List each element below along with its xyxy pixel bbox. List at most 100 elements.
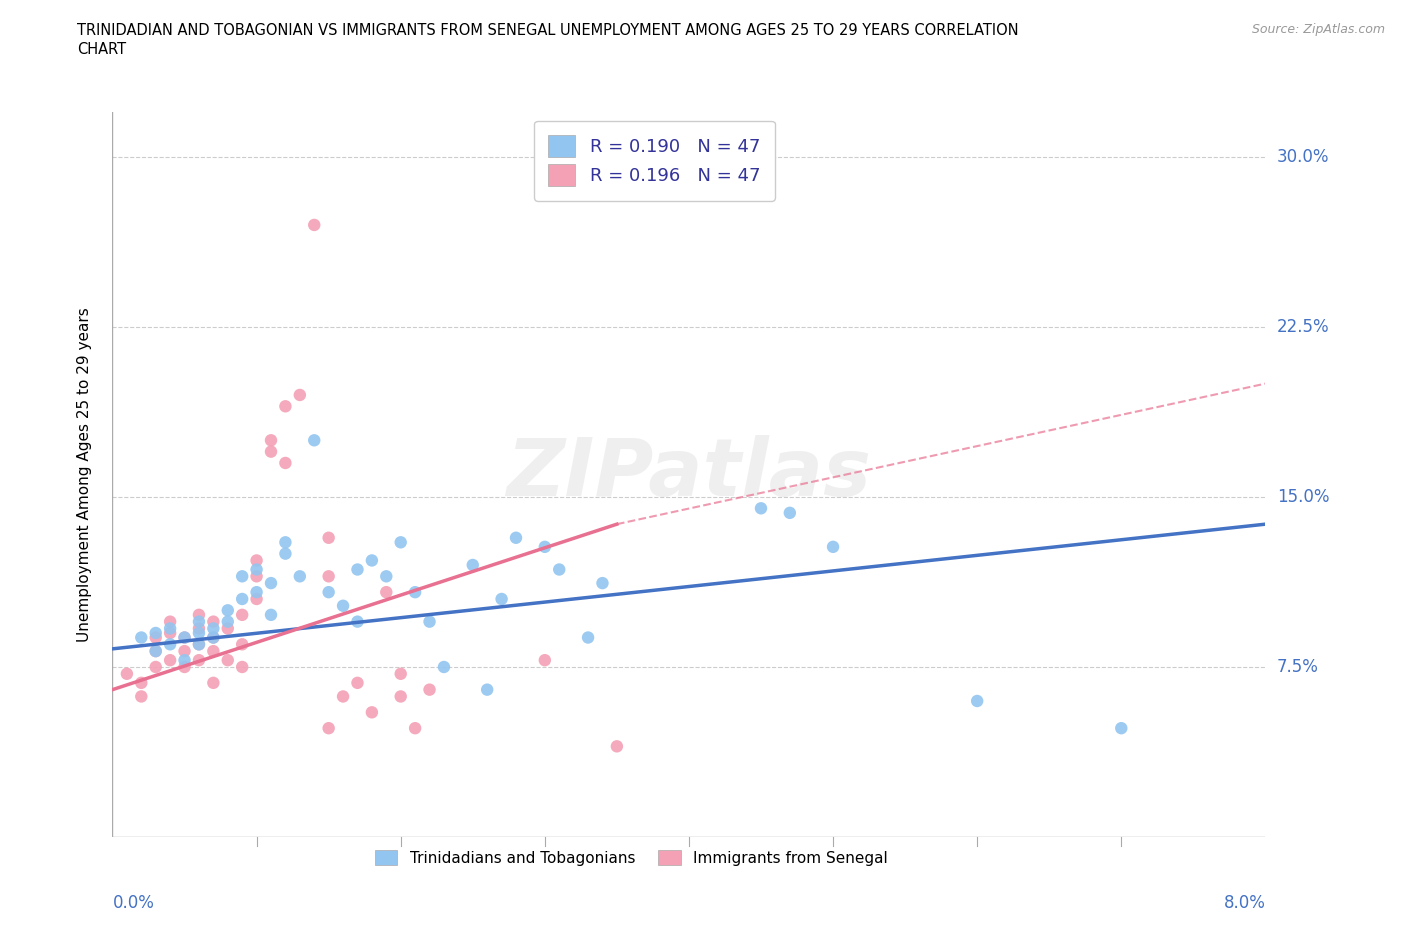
Point [461,558,484,573]
Text: Source: ZipAtlas.com: Source: ZipAtlas.com [1251,23,1385,36]
Point [188,626,211,641]
Point [246,553,269,568]
Point [260,607,283,622]
Point [274,546,297,561]
Point [592,576,614,591]
Point [188,637,211,652]
Point [231,569,253,584]
Point [202,644,225,658]
Point [202,675,225,690]
Point [346,562,368,577]
Point [231,659,253,674]
Point [304,432,326,447]
Text: 8.0%: 8.0% [1223,894,1265,911]
Point [145,626,167,641]
Point [217,603,239,618]
Point [966,694,988,709]
Point [188,607,211,622]
Point [202,631,225,645]
Point [246,569,269,584]
Point [821,539,844,554]
Point [389,666,412,681]
Point [231,591,253,606]
Point [188,614,211,629]
Point [375,585,398,600]
Point [274,456,297,471]
Point [202,631,225,645]
Point [159,621,181,636]
Point [318,530,340,545]
Point [145,644,167,658]
Point [145,659,167,674]
Point [288,569,311,584]
Point [346,675,368,690]
Point [173,644,195,658]
Point [173,653,195,668]
Point [576,631,599,645]
Point [173,631,195,645]
Point [332,598,354,613]
Y-axis label: Unemployment Among Ages 25 to 29 years: Unemployment Among Ages 25 to 29 years [77,307,91,642]
Text: TRINIDADIAN AND TOBAGONIAN VS IMMIGRANTS FROM SENEGAL UNEMPLOYMENT AMONG AGES 25: TRINIDADIAN AND TOBAGONIAN VS IMMIGRANTS… [77,23,1019,38]
Point [217,653,239,668]
Point [246,591,269,606]
Point [188,653,211,668]
Point [159,637,181,652]
Point [260,432,283,447]
Text: 22.5%: 22.5% [1277,318,1330,336]
Point [318,585,340,600]
Legend: Trinidadians and Tobagonians, Immigrants from Senegal: Trinidadians and Tobagonians, Immigrants… [364,839,898,876]
Point [288,388,311,403]
Point [533,653,555,668]
Point [129,631,153,645]
Point [246,562,269,577]
Point [173,631,195,645]
Point [159,626,181,641]
Point [231,637,253,652]
Point [173,659,195,674]
Point [433,659,456,674]
Text: ZIPatlas: ZIPatlas [506,435,872,513]
Point [260,576,283,591]
Point [404,721,426,736]
Point [202,621,225,636]
Point [404,585,426,600]
Text: 30.0%: 30.0% [1277,148,1330,166]
Text: 15.0%: 15.0% [1277,488,1330,506]
Point [231,607,253,622]
Point [419,683,441,698]
Point [115,666,138,681]
Point [145,644,167,658]
Point [129,689,153,704]
Text: 7.5%: 7.5% [1277,658,1319,676]
Point [779,505,801,520]
Point [159,653,181,668]
Point [475,683,498,698]
Point [606,738,628,753]
Point [360,553,382,568]
Point [419,614,441,629]
Point [260,445,283,459]
Point [389,689,412,704]
Point [505,530,527,545]
Text: 0.0%: 0.0% [112,894,155,911]
Point [188,637,211,652]
Point [360,705,382,720]
Point [548,562,571,577]
Point [145,631,167,645]
Point [346,614,368,629]
Point [491,591,513,606]
Point [318,721,340,736]
Point [202,614,225,629]
Point [159,614,181,629]
Point [274,535,297,550]
Point [375,569,398,584]
Point [274,399,297,414]
Point [304,218,326,232]
Text: CHART: CHART [77,42,127,57]
Point [188,621,211,636]
Point [749,501,772,516]
Point [318,569,340,584]
Point [246,585,269,600]
Point [332,689,354,704]
